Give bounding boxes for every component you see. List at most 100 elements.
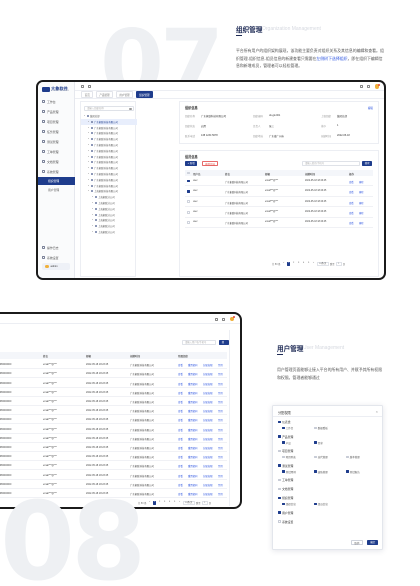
row-action-link[interactable]: 重置密码 — [188, 456, 198, 460]
row-action-link[interactable]: 重置密码 — [188, 492, 198, 496]
item-checkbox[interactable] — [282, 470, 285, 473]
sidebar-item[interactable]: 产品管理 — [38, 107, 75, 116]
page-button[interactable]: 1 — [286, 262, 291, 266]
permission-item[interactable]: 测试报告 — [346, 470, 360, 474]
sidebar-item[interactable]: 任务管理 — [38, 127, 75, 136]
page-button[interactable]: 5 — [307, 262, 310, 265]
item-checkbox[interactable] — [346, 455, 349, 459]
sidebar-subitem[interactable]: 组织管理 — [38, 177, 75, 185]
row-action-link[interactable]: 查看 — [178, 419, 183, 423]
permission-group[interactable]: 文档管理 — [278, 487, 293, 491]
permission-group[interactable]: 产品管理 — [278, 435, 293, 439]
permission-item[interactable]: 工作台 — [282, 426, 293, 430]
remove-link[interactable]: 移除 — [359, 192, 364, 195]
permission-group[interactable]: 项目管理 — [278, 449, 293, 453]
row-action-link[interactable]: 重置密码 — [188, 391, 198, 395]
tab[interactable]: 用户管理 — [115, 90, 134, 99]
row-action-link[interactable]: 重置密码 — [188, 364, 198, 368]
tree-search-input[interactable]: 请输入组织名称 — [84, 106, 134, 111]
close-icon[interactable]: × — [375, 409, 378, 414]
page-button[interactable]: 3 — [297, 262, 300, 265]
row-action-link[interactable]: 重置密码 — [188, 400, 198, 404]
user-search-input[interactable]: 请输入用户名/手机号 — [182, 340, 216, 346]
notification-icon[interactable] — [359, 85, 363, 89]
tree-node[interactable]: ▸ 广东象联科技有限公司 — [81, 177, 137, 183]
row-action-link[interactable]: 查看 — [178, 400, 183, 404]
page-button[interactable]: 4 — [168, 501, 171, 504]
tree-node[interactable]: ▸ 广东象联科技有限公司 — [81, 183, 137, 189]
tree-node[interactable]: ▸ 上海象联分公司 — [81, 229, 137, 235]
row-action-link[interactable]: 分配权限 — [203, 492, 213, 496]
permission-item[interactable]: 需求 — [314, 441, 323, 445]
row-action-link[interactable]: 禁用 — [218, 419, 223, 423]
row-action-link[interactable]: 禁用 — [218, 373, 223, 377]
tree-node[interactable]: ▸ 广东象联科技有限公司 — [81, 131, 137, 137]
permission-item[interactable]: 迭代管理 — [314, 455, 328, 459]
permission-group[interactable]: 仪表盘 — [278, 420, 291, 424]
row-action-link[interactable]: 禁用 — [218, 410, 223, 414]
tree-node[interactable]: ▸ 广东象联科技有限公司 — [81, 125, 137, 131]
row-action-link[interactable]: 重置密码 — [188, 474, 198, 478]
remove-member-button[interactable]: 移除组员 — [202, 161, 219, 167]
user-avatar[interactable] — [374, 84, 379, 89]
item-checkbox[interactable] — [314, 426, 317, 430]
view-link[interactable]: 查看 — [349, 192, 354, 195]
sidebar-bottom-item[interactable]: 操作日志 — [38, 243, 75, 252]
row-action-link[interactable]: 重置密码 — [188, 483, 198, 487]
remove-link[interactable]: 移除 — [359, 202, 364, 205]
sidebar-item[interactable]: 测试管理 — [38, 137, 75, 146]
row-action-link[interactable]: 分配权限 — [203, 474, 213, 478]
permission-group[interactable]: 系统设置 — [278, 520, 293, 524]
row-action-link[interactable]: 禁用 — [218, 437, 223, 441]
tree-node[interactable]: ▸ 上海象联分公司 — [81, 194, 137, 200]
permission-item[interactable]: 版本管理 — [346, 455, 360, 459]
row-action-link[interactable]: 查看 — [178, 492, 183, 496]
member-search-button[interactable]: 搜索 — [362, 161, 373, 167]
remove-link[interactable]: 移除 — [359, 212, 364, 215]
row-action-link[interactable]: 重置密码 — [188, 437, 198, 441]
page-button[interactable]: < — [282, 262, 285, 265]
settings-icon[interactable] — [221, 317, 225, 321]
row-action-link[interactable]: 重置密码 — [188, 373, 198, 377]
tree-node[interactable]: ▸ 广东象联科技有限公司 — [81, 142, 137, 148]
row-action-link[interactable]: 分配权限 — [203, 382, 213, 386]
page-button[interactable]: 5 — [173, 501, 176, 504]
row-action-link[interactable]: 禁用 — [218, 364, 223, 368]
permission-group[interactable]: 测试管理 — [278, 464, 293, 468]
sidebar-bottom-item[interactable]: 系统设置 — [38, 253, 75, 262]
row-action-link[interactable]: 查看 — [178, 456, 183, 460]
row-action-link[interactable]: 查看 — [178, 428, 183, 432]
tree-node[interactable]: ▸ 上海象联分公司 — [81, 218, 137, 224]
refresh-icon[interactable] — [88, 85, 92, 89]
tree-node[interactable]: ▸ 上海象联分公司 — [81, 206, 137, 212]
permission-item[interactable]: 测试用例 — [282, 470, 296, 474]
confirm-button[interactable]: 确定 — [367, 539, 378, 545]
permission-group[interactable]: 工单管理 — [278, 478, 293, 482]
tree-node-root[interactable]: ▾ 集团总部 — [84, 114, 100, 118]
permission-item[interactable]: 产品 — [282, 441, 291, 445]
row-action-link[interactable]: 禁用 — [218, 474, 223, 478]
group-checkbox[interactable] — [278, 435, 281, 438]
row-action-link[interactable]: 分配权限 — [203, 446, 213, 450]
row-checkbox[interactable] — [187, 179, 190, 183]
row-checkbox[interactable] — [187, 200, 190, 204]
row-action-link[interactable]: 分配权限 — [203, 364, 213, 368]
row-action-link[interactable]: 禁用 — [218, 446, 223, 450]
item-checkbox[interactable] — [282, 426, 285, 430]
group-checkbox[interactable] — [278, 487, 281, 491]
page-size-select[interactable]: 10条/页 — [182, 501, 195, 505]
user-search-button[interactable]: 搜索 — [219, 340, 229, 349]
select-all-checkbox[interactable] — [187, 171, 190, 175]
tree-node[interactable]: ▸ 上海象联科技有限公司 — [81, 189, 137, 195]
row-action-link[interactable]: 禁用 — [218, 391, 223, 395]
row-checkbox[interactable] — [187, 210, 190, 214]
jump-input[interactable]: 1 — [335, 262, 342, 266]
cancel-button[interactable]: 取消 — [350, 539, 363, 545]
row-action-link[interactable]: 分配权限 — [203, 456, 213, 460]
remove-link[interactable]: 移除 — [359, 181, 364, 184]
row-action-link[interactable]: 分配权限 — [203, 483, 213, 487]
tab[interactable]: 组织管理 — [135, 90, 154, 99]
tree-node[interactable]: ▸ 广东象联科技有限公司 — [81, 165, 137, 171]
permission-item[interactable]: 项目列表 — [282, 455, 296, 459]
row-action-link[interactable]: 分配权限 — [203, 428, 213, 432]
